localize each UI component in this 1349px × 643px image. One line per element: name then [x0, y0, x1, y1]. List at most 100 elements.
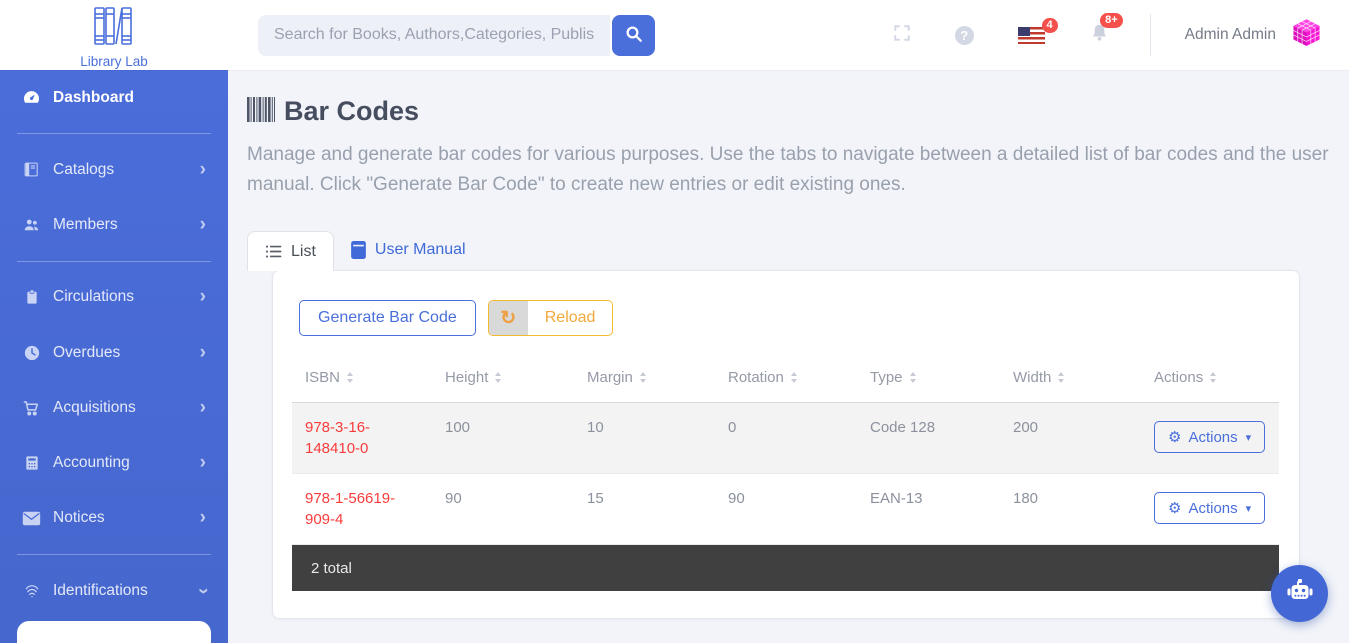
column-header-type[interactable]: Type: [857, 357, 1000, 403]
assistant-fab-button[interactable]: [1271, 565, 1328, 622]
width-cell: 180: [1013, 490, 1039, 507]
height-cell: 100: [445, 419, 471, 436]
column-header-margin[interactable]: Margin: [574, 357, 715, 403]
clock-icon: [22, 343, 41, 362]
sort-icon[interactable]: [639, 372, 646, 383]
brand-name: Library Lab: [80, 54, 148, 69]
sidebar-item-members[interactable]: Members ›: [0, 198, 228, 253]
user-avatar[interactable]: [1290, 18, 1323, 53]
chevron-down-icon: ›: [192, 587, 214, 594]
search-input[interactable]: [258, 14, 610, 56]
sidebar-item-identifications[interactable]: Identifications ›: [0, 563, 228, 618]
row-actions-button[interactable]: ⚙ Actions ▾: [1154, 492, 1266, 524]
sort-icon[interactable]: [909, 372, 916, 383]
height-cell: 90: [445, 490, 462, 507]
fullscreen-button[interactable]: [893, 24, 911, 47]
robot-icon: [1285, 577, 1315, 610]
manual-book-icon: [351, 241, 366, 259]
language-badge: 4: [1041, 17, 1058, 33]
sort-icon[interactable]: [495, 372, 502, 383]
topbar: Library Lab ? 4: [0, 0, 1349, 70]
cart-icon: [22, 398, 41, 417]
sidebar-item-dashboard[interactable]: Dashboard: [0, 70, 228, 125]
reload-icon: ↻: [488, 301, 528, 335]
notification-badge: 8+: [1100, 12, 1123, 28]
rotation-cell: 90: [728, 490, 745, 507]
caret-down-icon: ▾: [1245, 431, 1252, 444]
column-header-height[interactable]: Height: [432, 357, 574, 403]
type-cell: Code 128: [870, 419, 936, 436]
book-icon: [22, 160, 41, 179]
notifications-button[interactable]: 8+: [1089, 12, 1123, 49]
global-search: [258, 14, 655, 56]
table-toolbar: Generate Bar Code ↻ Reload: [299, 300, 1279, 336]
column-header-actions[interactable]: Actions: [1141, 357, 1279, 403]
chevron-right-icon: ›: [199, 214, 206, 236]
tab-label: List: [291, 242, 316, 260]
calculator-icon: [22, 454, 41, 473]
column-header-rotation[interactable]: Rotation: [715, 357, 857, 403]
tab-bar: List User Manual: [247, 230, 1331, 271]
user-name: Admin Admin: [1184, 26, 1276, 43]
row-actions-button[interactable]: ⚙ Actions ▾: [1154, 421, 1266, 453]
help-icon: ?: [954, 25, 974, 45]
width-cell: 200: [1013, 419, 1039, 436]
sort-icon[interactable]: [1210, 372, 1217, 383]
list-panel: Generate Bar Code ↻ Reload ISBN Height M…: [272, 270, 1300, 619]
help-button[interactable]: ?: [954, 25, 974, 45]
reload-button[interactable]: ↻ Reload: [487, 300, 614, 336]
clipboard-icon: [22, 288, 41, 307]
table-row[interactable]: 978-1-56619-909-4 90 15 90 EAN-13 180 ⚙ …: [292, 474, 1279, 545]
isbn-link[interactable]: 978-1-56619-909-4: [305, 490, 396, 528]
topbar-actions: ? 4 8+ Admin Admin: [849, 12, 1349, 56]
sidebar-item-label: Identifications: [53, 581, 148, 599]
isbn-cell: 978-1-56619-909-4: [292, 474, 432, 545]
sidebar-item-accounting[interactable]: Accounting ›: [0, 436, 228, 491]
brand-logo[interactable]: Library Lab: [0, 0, 228, 70]
sort-icon[interactable]: [1058, 372, 1065, 383]
type-cell: EAN-13: [870, 490, 923, 507]
language-button[interactable]: 4: [1017, 17, 1058, 44]
isbn-cell: 978-3-16-148410-0: [292, 403, 432, 474]
rotation-cell: 0: [728, 419, 737, 436]
main-content: Bar Codes Manage and generate bar codes …: [228, 70, 1349, 643]
table-header-row: ISBN Height Margin Rotation Type Width A…: [292, 357, 1279, 403]
topbar-divider: [1149, 14, 1151, 56]
users-icon: [22, 216, 41, 235]
sidebar-item-overdues[interactable]: Overdues ›: [0, 325, 228, 380]
table-row[interactable]: 978-3-16-148410-0 100 10 0 Code 128 200 …: [292, 402, 1279, 474]
sidebar-item-acquisitions[interactable]: Acquisitions ›: [0, 380, 228, 435]
sidebar-item-catalogs[interactable]: Catalogs ›: [0, 142, 228, 197]
sidebar-item-circulations[interactable]: Circulations ›: [0, 270, 228, 325]
chevron-right-icon: ›: [199, 341, 206, 363]
chevron-right-icon: ›: [199, 396, 206, 418]
gear-icon: ⚙: [1168, 500, 1182, 517]
sidebar-item-label: Notices: [53, 509, 105, 527]
search-icon: [625, 25, 643, 46]
tab-label: User Manual: [374, 241, 466, 258]
isbn-link[interactable]: 978-3-16-148410-0: [305, 419, 371, 457]
sidebar-divider: [17, 133, 211, 135]
column-header-isbn[interactable]: ISBN: [292, 357, 432, 403]
gauge-icon: [22, 88, 41, 107]
column-header-width[interactable]: Width: [1000, 357, 1141, 403]
chevron-right-icon: ›: [199, 507, 206, 529]
sort-icon[interactable]: [790, 372, 797, 383]
sidebar-item-notices[interactable]: Notices ›: [0, 491, 228, 546]
chevron-right-icon: ›: [199, 286, 206, 308]
books-logo-icon: [91, 5, 137, 52]
sidebar-divider: [17, 260, 211, 262]
total-count: 2 total: [311, 559, 352, 577]
sidebar: Dashboard Catalogs › Members ›: [0, 70, 228, 643]
bell-icon: [1089, 22, 1110, 49]
generate-barcode-button[interactable]: Generate Bar Code: [299, 300, 476, 336]
tab-user-manual[interactable]: User Manual: [334, 230, 483, 270]
chevron-right-icon: ›: [199, 158, 206, 180]
sidebar-item-label: Overdues: [53, 343, 121, 361]
page-title: Bar Codes: [284, 96, 420, 126]
sort-icon[interactable]: [347, 372, 354, 383]
sidebar-item-label: Members: [53, 216, 118, 234]
identifications-submenu-panel: [17, 621, 211, 643]
tab-list[interactable]: List: [247, 231, 334, 271]
search-button[interactable]: [612, 14, 655, 56]
